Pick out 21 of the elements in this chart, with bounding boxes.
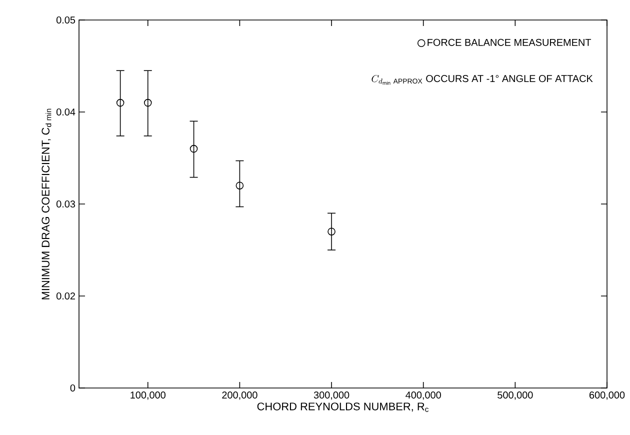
x-tick-label: 200,000 [222,392,258,400]
y-tick-label: 0 [70,384,76,392]
point [144,98,152,107]
annotation: OCCURS AT -1° ANGLE OF ATTACK [426,75,593,82]
legend-label: FORCE BALANCE MEASUREMENT [428,38,592,46]
x-tick-label: 600,000 [590,392,625,400]
x-tick-label: 500,000 [498,392,533,400]
point [190,144,198,153]
annotation: $C_{d_{\mathrm{min}}\;\mathrm{APPROX}}$ [372,74,422,85]
point [116,98,124,107]
y-tick-label: 0.03 [56,200,76,208]
point [236,182,244,190]
y-tick-label: 0.04 [56,108,76,116]
x-axis-title: CHORD REYNOLDS NUMBER, R$_{c}$ [257,402,429,412]
x-tick-label: 300,000 [314,392,350,400]
y-axis-title: $\mbox{MINIMUM DRAG COEFFICIENT, }\mathrm{C}_{\mathrm{d}\;\mathrm{min}}$ [42,108,52,300]
point [328,228,336,236]
y-tick-label: 0.02 [56,292,75,300]
x-tick-label: 400,000 [406,392,441,400]
y-tick-label: 0.05 [56,16,76,24]
x-tick-label: 100,000 [130,392,166,400]
